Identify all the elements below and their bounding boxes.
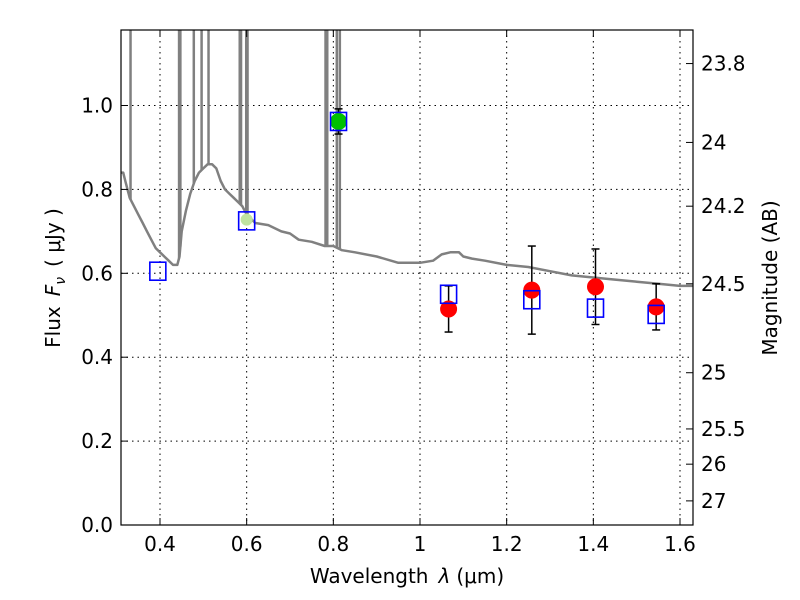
y-tick-label: 0.6 xyxy=(81,261,113,285)
y-tick-label: 0.8 xyxy=(81,177,113,201)
faint-point xyxy=(240,213,253,226)
ticks: 0.4 0.6 0.8 1 1.2 1.4 1.6 0.0 0.2 0.4 0.6 0.8 1.0 23.… xyxy=(81,30,746,556)
y-tick-label: 0.2 xyxy=(81,429,113,453)
grid xyxy=(121,30,693,525)
model-photometry-point xyxy=(149,261,167,282)
model-photometry-point xyxy=(586,298,605,318)
model-photometry-point xyxy=(522,289,541,310)
x-axis-label: Wavelength λ (μm) xyxy=(310,564,504,588)
observed-point xyxy=(440,300,458,318)
y-tick-label: 1.0 xyxy=(81,94,113,118)
observed-point xyxy=(647,298,665,316)
detected-point xyxy=(330,112,348,130)
model-photometry-point xyxy=(439,284,458,305)
x-tick-label: 0.8 xyxy=(317,532,349,556)
y-tick-label: 0.0 xyxy=(81,513,113,537)
y2-tick-label: 25 xyxy=(701,361,726,385)
y2-tick-label: 25.5 xyxy=(701,417,746,441)
y2-axis-label: Magnitude (AB) xyxy=(758,200,782,355)
x-tick-label: 1 xyxy=(414,532,427,556)
model-photometry-point xyxy=(237,211,256,231)
y2-tick-label: 23.8 xyxy=(701,52,746,76)
x-tick-label: 1.2 xyxy=(491,532,523,556)
plot-clip-group xyxy=(121,30,693,288)
x-tick-label: 0.4 xyxy=(144,532,176,556)
model-spectrum-line xyxy=(121,162,693,288)
x-tick-label: 1.6 xyxy=(664,532,696,556)
y2-tick-label: 24.2 xyxy=(701,194,746,218)
model-photometry-point xyxy=(329,111,348,132)
x-tick-label: 0.6 xyxy=(231,532,263,556)
y2-tick-label: 24.5 xyxy=(701,272,746,296)
y-axis-label: FluxFν( μJy ) xyxy=(41,208,69,348)
plot-frame xyxy=(120,29,694,526)
observed-point xyxy=(587,278,604,296)
y2-tick-label: 27 xyxy=(701,489,726,513)
y2-tick-label: 24 xyxy=(701,130,726,154)
x-tick-label: 1.4 xyxy=(577,532,609,556)
model-photometry-point xyxy=(647,304,665,325)
plot-area xyxy=(121,30,693,335)
y-tick-label: 0.4 xyxy=(81,345,113,369)
y2-tick-label: 26 xyxy=(701,452,726,476)
